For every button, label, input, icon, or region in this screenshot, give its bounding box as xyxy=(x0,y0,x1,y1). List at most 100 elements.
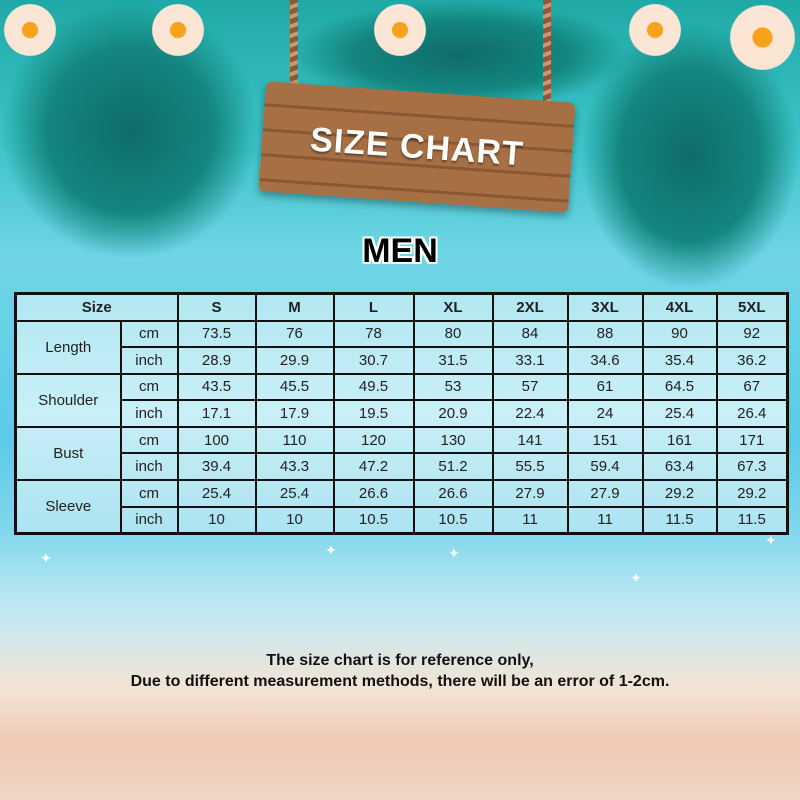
value-cell: 63.4 xyxy=(641,452,718,482)
value-cell: 55.5 xyxy=(491,452,569,482)
table-row: inch 10 10 10.5 10.5 11 11 11.5 11.5 xyxy=(16,505,789,535)
disclaimer-line-2: Due to different measurement methods, th… xyxy=(130,673,670,690)
value-cell: 27.9 xyxy=(566,479,644,508)
unit-cell: inch xyxy=(119,399,179,428)
category-title: MEN xyxy=(362,232,438,270)
value-cell: 64.5 xyxy=(641,372,718,402)
value-cell: 31.5 xyxy=(412,346,494,375)
measurement-label: Sleeve xyxy=(14,479,122,535)
measurement-label: Shoulder xyxy=(14,372,122,428)
unit-cell: cm xyxy=(119,479,179,508)
sparkle-icon: ✦ xyxy=(325,542,337,558)
table-row: Bust cm 100 110 120 130 141 151 161 171 xyxy=(14,425,789,482)
value-cell: 28.9 xyxy=(176,346,257,375)
value-cell: 53 xyxy=(412,372,494,402)
value-cell: 61 xyxy=(566,372,644,402)
value-cell: 26.4 xyxy=(715,399,789,428)
value-cell: 47.2 xyxy=(332,452,415,482)
value-cell: 10.5 xyxy=(332,505,415,535)
value-cell: 43.5 xyxy=(176,372,257,402)
unit-cell: cm xyxy=(119,319,179,349)
flower-icon xyxy=(0,0,60,60)
flower-icon xyxy=(148,0,208,60)
value-cell: 141 xyxy=(491,425,569,455)
sparkle-icon: ✦ xyxy=(630,570,642,586)
unit-cell: inch xyxy=(119,452,179,482)
value-cell: 17.1 xyxy=(176,399,257,428)
size-header-m: M xyxy=(254,292,335,322)
value-cell: 10 xyxy=(176,505,257,535)
size-header-3xl: 3XL xyxy=(566,292,644,322)
value-cell: 57 xyxy=(491,372,569,402)
value-cell: 29.2 xyxy=(641,479,718,508)
size-header-2xl: 2XL xyxy=(491,292,569,322)
table-row: inch 39.4 43.3 47.2 51.2 55.5 59.4 63.4 67.3 xyxy=(16,452,789,482)
value-cell: 26.6 xyxy=(332,479,415,508)
sparkle-icon: ✦ xyxy=(448,545,460,561)
value-cell: 11 xyxy=(491,505,569,535)
value-cell: 25.4 xyxy=(176,479,257,508)
value-cell: 11.5 xyxy=(641,505,718,535)
value-cell: 92 xyxy=(715,319,789,349)
value-cell: 43.3 xyxy=(254,452,335,482)
value-cell: 67.3 xyxy=(715,452,789,482)
value-cell: 130 xyxy=(412,425,494,455)
table-row: Length cm 73.5 76 78 80 84 88 90 92 xyxy=(14,319,789,375)
value-cell: 10.5 xyxy=(412,505,494,535)
size-header-5xl: 5XL xyxy=(715,292,789,322)
table-row: inch 28.9 29.9 30.7 31.5 33.1 34.6 35.4 36.2 xyxy=(16,346,789,375)
value-cell: 76 xyxy=(254,319,335,349)
value-cell: 151 xyxy=(566,425,644,455)
value-cell: 33.1 xyxy=(491,346,569,375)
value-cell: 35.4 xyxy=(641,346,718,375)
value-cell: 88 xyxy=(566,319,644,349)
flower-icon xyxy=(625,0,685,60)
value-cell: 59.4 xyxy=(566,452,644,482)
size-header-4xl: 4XL xyxy=(641,292,718,322)
value-cell: 22.4 xyxy=(491,399,569,428)
value-cell: 19.5 xyxy=(332,399,415,428)
unit-cell: inch xyxy=(119,505,179,535)
size-table: Size S M L XL 2XL 3XL 4XL 5XL Length cm 73.5 76 78 80 8… xyxy=(14,292,790,535)
value-cell: 49.5 xyxy=(332,372,415,402)
value-cell: 161 xyxy=(641,425,718,455)
rope-right xyxy=(543,0,551,140)
table-row: inch 17.1 17.9 19.5 20.9 22.4 24 25.4 26.4 xyxy=(16,399,789,428)
value-cell: 110 xyxy=(254,425,335,455)
value-cell: 29.9 xyxy=(254,346,335,375)
rope-left xyxy=(290,0,298,120)
value-cell: 25.4 xyxy=(254,479,335,508)
size-header-l: L xyxy=(332,292,415,322)
table-row: Sleeve cm 25.4 25.4 26.6 26.6 27.9 27.9 29.2 29.2 xyxy=(14,479,789,535)
unit-cell: cm xyxy=(119,425,179,455)
sparkle-icon: ✦ xyxy=(40,550,52,566)
value-cell: 17.9 xyxy=(254,399,335,428)
value-cell: 24 xyxy=(566,399,644,428)
value-cell: 10 xyxy=(254,505,335,535)
value-cell: 171 xyxy=(715,425,789,455)
unit-cell: cm xyxy=(119,372,179,402)
value-cell: 27.9 xyxy=(491,479,569,508)
value-cell: 39.4 xyxy=(176,452,257,482)
value-cell: 90 xyxy=(641,319,718,349)
value-cell: 20.9 xyxy=(412,399,494,428)
measurement-label: Bust xyxy=(14,425,122,482)
value-cell: 120 xyxy=(332,425,415,455)
value-cell: 11 xyxy=(566,505,644,535)
disclaimer-line-1: The size chart is for reference only, xyxy=(266,652,534,669)
size-header-xl: XL xyxy=(412,292,494,322)
value-cell: 45.5 xyxy=(254,372,335,402)
value-cell: 80 xyxy=(412,319,494,349)
value-cell: 26.6 xyxy=(412,479,494,508)
value-cell: 100 xyxy=(176,425,257,455)
value-cell: 78 xyxy=(332,319,415,349)
sparkle-icon: ✦ xyxy=(765,532,777,548)
size-chart-sign: SIZE CHART xyxy=(258,81,576,213)
value-cell: 30.7 xyxy=(332,346,415,375)
size-header-s: S xyxy=(176,292,257,322)
unit-cell: inch xyxy=(119,346,179,375)
sign-title: SIZE CHART xyxy=(308,120,526,173)
table-row: Shoulder cm 43.5 45.5 49.5 53 57 61 64.5 67 xyxy=(14,372,789,428)
value-cell: 34.6 xyxy=(566,346,644,375)
value-cell: 25.4 xyxy=(641,399,718,428)
